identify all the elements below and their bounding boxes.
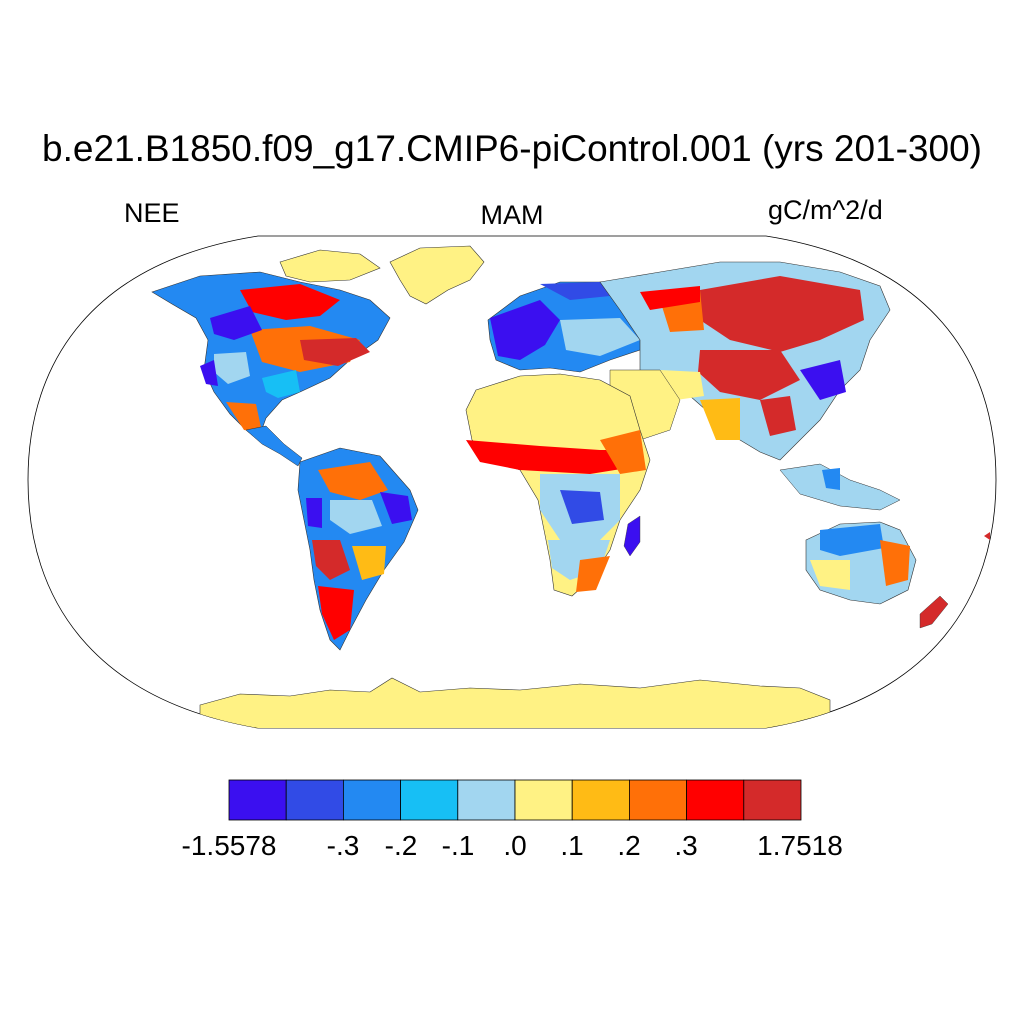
colorbar-swatch (457, 779, 516, 821)
colorbar-swatch (514, 779, 573, 821)
madagascar (623, 515, 641, 557)
season-label: MAM (480, 200, 544, 230)
colorbar-swatch (342, 779, 401, 821)
colorbar-label: .1 (560, 830, 584, 861)
colorbar-swatch (743, 779, 802, 821)
colorbar-label: -.1 (441, 830, 475, 861)
colorbar-swatch (686, 779, 745, 821)
colorbar-label: .2 (617, 830, 641, 861)
units-label: gC/m^2/d (768, 195, 883, 225)
colorbar-label: .0 (503, 830, 527, 861)
colorbar-swatch (629, 779, 688, 821)
colorbar-label: 1.7518 (757, 830, 843, 861)
colorbar-swatch (571, 779, 630, 821)
greenland (389, 245, 485, 305)
plot-title: b.e21.B1850.f09_g17.CMIP6-piControl.001 … (42, 128, 982, 169)
colorbar-label: -.2 (384, 830, 418, 861)
colorbar-swatch (400, 779, 459, 821)
colorbar-swatch (285, 779, 344, 821)
colorbar-label: .3 (674, 830, 698, 861)
arctic-islands (279, 249, 381, 283)
colorbar-label: -1.5578 (181, 830, 277, 861)
antarctica (199, 677, 831, 728)
colorbar-swatch (228, 779, 287, 821)
colorbar-label: -.3 (326, 830, 360, 861)
variable-label: NEE (124, 198, 180, 228)
new-zealand (919, 595, 949, 629)
